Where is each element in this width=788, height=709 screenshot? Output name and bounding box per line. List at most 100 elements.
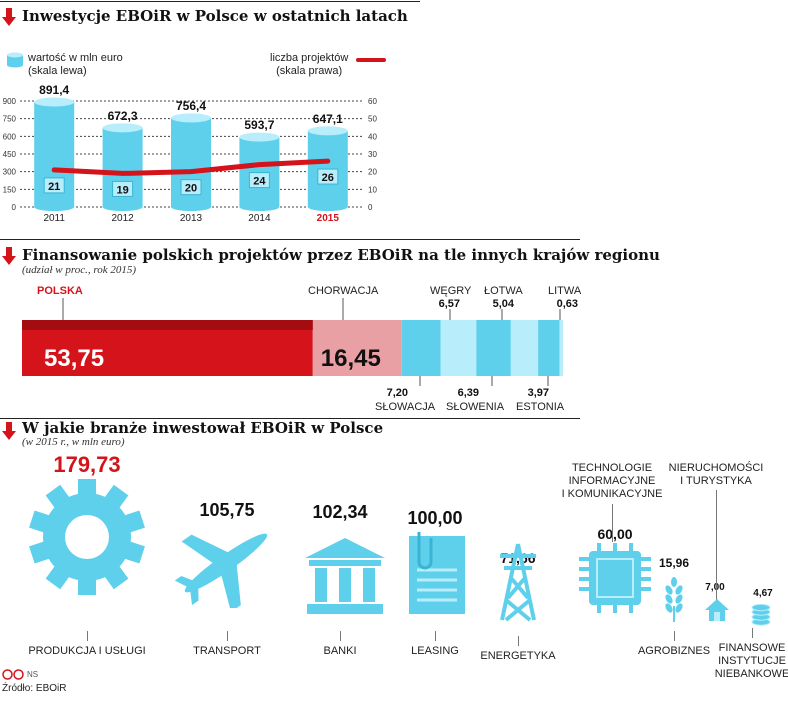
point-label-box xyxy=(317,168,339,185)
industry-tick xyxy=(340,631,341,641)
industry-value-label: 15,96 xyxy=(658,556,690,570)
section2-subtitle: (udział w proc., rok 2015) xyxy=(22,264,137,276)
bank-icon xyxy=(305,538,385,614)
country-label: LITWA xyxy=(548,285,582,297)
industry-name-label: NIERUCHOMOŚCI I TURYSTYKA xyxy=(668,462,764,487)
down-arrow-icon xyxy=(2,8,16,26)
industry-value-label: 105,75 xyxy=(199,500,255,520)
down-arrow-icon xyxy=(2,422,16,440)
industry-name-label: PRODUKCJA I USŁUGI xyxy=(28,645,146,657)
section3-title: W jakie branże inwestował EBOiR w Polsce xyxy=(22,419,384,437)
industry-value-label: 4,67 xyxy=(753,588,773,599)
y2-tick-label: 0 xyxy=(368,203,373,212)
point-label-box xyxy=(248,172,270,189)
country-label: ESTONIA xyxy=(516,401,565,413)
bar-value-label: 647,1 xyxy=(313,112,343,126)
y-tick-label: 0 xyxy=(12,203,17,212)
stack-segment xyxy=(312,320,402,376)
projects-line xyxy=(51,158,331,176)
segment-value-label: 16,45 xyxy=(321,345,381,372)
industry-value-label: 179,73 xyxy=(53,452,121,477)
legend-cylinder-icon xyxy=(7,52,23,68)
bar-top xyxy=(307,126,348,136)
industry-tick xyxy=(612,504,613,542)
point-label-box xyxy=(43,177,65,194)
segment-value-label: 53,75 xyxy=(44,345,104,372)
bar-top xyxy=(102,123,143,133)
credit-label: NS xyxy=(27,670,39,679)
gear-icon xyxy=(29,479,145,595)
industry-tick xyxy=(518,636,519,646)
x-tick-label: 2012 xyxy=(111,213,134,224)
coins-icon xyxy=(751,604,771,626)
point-label: 19 xyxy=(116,184,128,196)
point-label: 20 xyxy=(185,183,197,195)
point-label: 24 xyxy=(253,176,266,188)
y-tick-label: 750 xyxy=(3,115,17,124)
industry-tick xyxy=(674,631,675,641)
industry-name-label: ENERGETYKA xyxy=(480,650,556,662)
industry-value-label: 60,00 xyxy=(597,526,633,542)
down-arrow-icon xyxy=(2,247,16,265)
y-tick-label: 600 xyxy=(3,132,17,141)
segment-value-label: 7,20 xyxy=(387,387,408,399)
country-label: POLSKA xyxy=(37,285,83,297)
industry-tick xyxy=(752,628,753,638)
y2-tick-label: 50 xyxy=(368,115,377,124)
x-tick-label: 2015 xyxy=(317,213,340,224)
bar-base xyxy=(102,203,143,211)
top-rule xyxy=(0,1,420,2)
bar-value-label: 756,4 xyxy=(176,99,206,113)
section3-subtitle: (w 2015 r., w mln euro) xyxy=(22,436,125,448)
airplane-icon xyxy=(174,533,268,608)
stack-segment xyxy=(510,320,539,376)
bar-value-label: 593,7 xyxy=(244,118,274,132)
y2-tick-label: 10 xyxy=(368,185,377,194)
bar-base xyxy=(171,203,211,211)
y-tick-label: 900 xyxy=(3,97,17,106)
point-label-box xyxy=(112,180,134,197)
industry-tick xyxy=(435,631,436,641)
section1-title: Inwestycje EBOiR w Polsce w ostatnich la… xyxy=(22,7,408,25)
country-label: SŁOWACJA xyxy=(375,401,436,413)
industry-value-label: 102,34 xyxy=(312,502,368,522)
x-tick-label: 2013 xyxy=(180,213,203,224)
stack-segment xyxy=(440,320,477,376)
x-tick-label: 2011 xyxy=(43,213,65,224)
country-label: WĘGRY xyxy=(430,285,472,297)
document-clip-icon xyxy=(409,532,465,614)
section2-rule xyxy=(0,239,580,240)
segment-value-label: 0,63 xyxy=(557,298,578,310)
country-label: SŁOWENIA xyxy=(446,401,505,413)
stack-segment xyxy=(538,320,560,376)
section2-title: Finansowanie polskich projektów przez EB… xyxy=(22,246,660,264)
y2-tick-label: 60 xyxy=(368,97,377,106)
section3-rule xyxy=(0,418,580,419)
bar xyxy=(239,137,280,207)
industry-name-label: FINANSOWE INSTYTUCJE NIEBANKOWE xyxy=(714,642,788,680)
industry-name-label: TECHNOLOGIE INFORMACYJNE I KOMUNIKACYJNE xyxy=(561,462,663,500)
bar-top xyxy=(239,132,280,142)
legend-projects-label: liczba projektów (skala prawa) xyxy=(270,52,349,77)
copyright-icon xyxy=(2,669,24,680)
wheat-icon xyxy=(665,577,683,622)
y2-tick-label: 40 xyxy=(368,132,377,141)
stack-segment xyxy=(559,320,563,376)
bar-base xyxy=(34,203,75,211)
bar-top xyxy=(171,113,211,123)
industry-name-label: TRANSPORT xyxy=(193,645,261,657)
stack-segment xyxy=(476,320,511,376)
segment-value-label: 6,39 xyxy=(458,387,479,399)
y-tick-label: 150 xyxy=(3,185,17,194)
bar-value-label: 672,3 xyxy=(108,109,138,123)
industry-value-label: 100,00 xyxy=(407,508,463,528)
stack-segment xyxy=(401,320,441,376)
segment-value-label: 5,04 xyxy=(493,298,515,310)
y2-tick-label: 20 xyxy=(368,168,377,177)
industry-name-label: LEASING xyxy=(411,645,459,657)
bar-value-label: 891,4 xyxy=(39,85,69,97)
segment-value-label: 3,97 xyxy=(528,387,549,399)
industry-tick xyxy=(716,490,717,600)
